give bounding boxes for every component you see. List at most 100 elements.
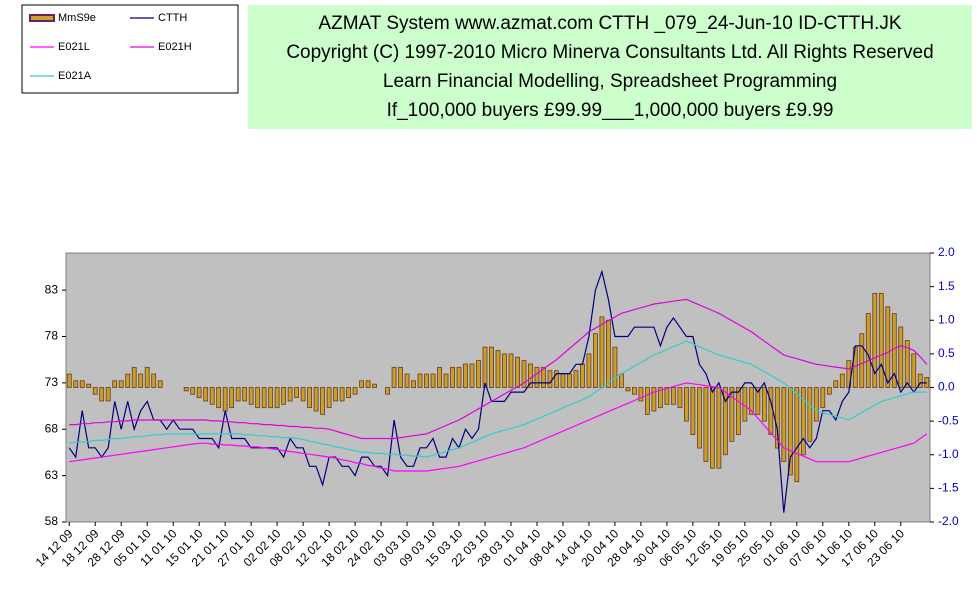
title-box bbox=[248, 5, 972, 129]
bar bbox=[690, 387, 696, 435]
bar bbox=[131, 366, 137, 388]
bar bbox=[313, 387, 319, 412]
legend-label: CTTH bbox=[158, 12, 187, 24]
bar bbox=[761, 387, 767, 422]
bar bbox=[372, 383, 377, 388]
bar bbox=[683, 387, 689, 422]
y-tick-label: 73 bbox=[45, 375, 59, 389]
bar bbox=[359, 380, 364, 388]
y-tick-label: 63 bbox=[45, 468, 59, 482]
bar bbox=[911, 353, 917, 388]
bar bbox=[826, 387, 832, 395]
bar bbox=[118, 380, 124, 388]
bar bbox=[255, 387, 261, 409]
y2-tick-label: -2.0 bbox=[938, 514, 959, 528]
bar bbox=[417, 373, 423, 388]
bar bbox=[437, 366, 442, 388]
bar bbox=[326, 387, 332, 409]
bar bbox=[99, 387, 105, 402]
bar bbox=[878, 292, 884, 388]
bar bbox=[190, 387, 196, 395]
bar bbox=[456, 366, 462, 388]
bar bbox=[885, 306, 891, 388]
bar bbox=[216, 387, 222, 409]
bar bbox=[560, 373, 566, 388]
y-tick-label: 78 bbox=[45, 329, 59, 343]
bar bbox=[658, 387, 663, 409]
bar bbox=[183, 387, 189, 392]
bar bbox=[281, 387, 287, 405]
bar bbox=[469, 363, 475, 388]
bar bbox=[521, 360, 527, 388]
bar bbox=[229, 387, 235, 409]
bar bbox=[580, 363, 585, 388]
bar bbox=[534, 366, 540, 388]
bar bbox=[709, 387, 715, 469]
legend-swatch bbox=[29, 14, 55, 22]
bar bbox=[670, 387, 676, 405]
chart-title: Copyright (C) 1997-2010 Micro Minerva Co… bbox=[286, 42, 933, 63]
bar bbox=[586, 353, 592, 388]
chart-title: Learn Financial Modelling, Spreadsheet P… bbox=[383, 71, 837, 92]
chart-title: If_100,000 buyers £99.99___1,000,000 buy… bbox=[387, 100, 834, 121]
bar bbox=[333, 387, 338, 402]
bar bbox=[346, 387, 351, 398]
bar bbox=[722, 387, 728, 456]
bar bbox=[489, 346, 494, 388]
bar bbox=[593, 333, 598, 388]
bar bbox=[125, 373, 131, 388]
bar bbox=[66, 373, 72, 388]
bar bbox=[748, 387, 754, 415]
bar bbox=[391, 366, 397, 388]
bar bbox=[222, 387, 228, 412]
y2-tick-label: 0.5 bbox=[938, 346, 955, 360]
bar bbox=[541, 366, 546, 388]
bar bbox=[872, 292, 878, 388]
bar bbox=[248, 387, 254, 405]
bar bbox=[716, 387, 722, 469]
bar bbox=[463, 363, 468, 388]
chart-title: AZMAT System www.azmat.com CTTH _079_24-… bbox=[318, 13, 901, 34]
bar bbox=[495, 350, 501, 388]
bar bbox=[606, 319, 611, 388]
bar bbox=[528, 363, 533, 388]
bar bbox=[274, 387, 280, 409]
bar bbox=[112, 380, 118, 388]
bar bbox=[833, 380, 839, 388]
bar bbox=[144, 366, 150, 388]
legend-label: MmS9e bbox=[58, 12, 96, 24]
legend-box bbox=[21, 4, 239, 94]
line-series bbox=[69, 382, 928, 472]
bar bbox=[502, 353, 507, 388]
bar bbox=[865, 313, 871, 388]
bar bbox=[105, 387, 111, 402]
y-tick-label: 68 bbox=[45, 421, 59, 435]
bar bbox=[235, 387, 241, 402]
bar bbox=[839, 373, 845, 388]
bar bbox=[151, 373, 157, 388]
bar bbox=[73, 380, 79, 388]
bar bbox=[352, 387, 358, 395]
bar bbox=[515, 356, 520, 388]
bar bbox=[768, 387, 774, 435]
bar bbox=[203, 387, 209, 402]
bar bbox=[209, 387, 215, 405]
bar bbox=[300, 387, 306, 402]
bar bbox=[508, 353, 514, 388]
y2-tick-label: 2.0 bbox=[938, 245, 955, 259]
bar bbox=[625, 387, 631, 392]
bar bbox=[411, 380, 416, 388]
bar bbox=[891, 313, 897, 388]
bar bbox=[807, 387, 813, 442]
bar bbox=[424, 373, 429, 388]
bar bbox=[645, 387, 650, 415]
bar bbox=[696, 387, 702, 449]
bar bbox=[261, 387, 267, 409]
line-series bbox=[69, 298, 928, 440]
bar bbox=[307, 387, 313, 409]
y2-tick-label: 0.0 bbox=[938, 380, 955, 394]
bar bbox=[443, 373, 449, 388]
bar bbox=[677, 387, 683, 409]
bar bbox=[547, 370, 553, 388]
